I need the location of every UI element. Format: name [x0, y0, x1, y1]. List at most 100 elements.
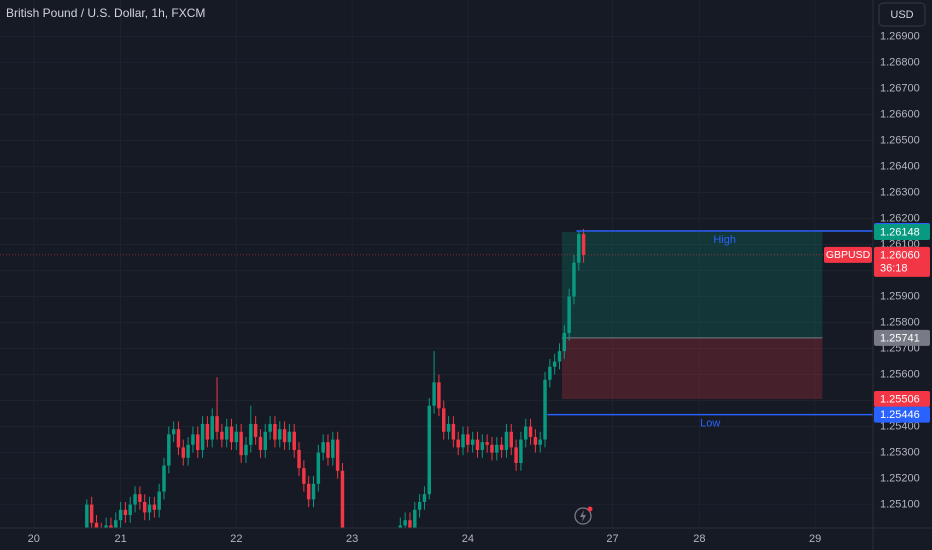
candle-body [480, 442, 485, 450]
symbol-label: GBPUSD [826, 249, 871, 261]
alert-icon[interactable] [574, 506, 593, 525]
candle-body [244, 444, 248, 456]
candle-body [191, 434, 195, 445]
candle-body [581, 234, 586, 255]
candle-body [470, 439, 475, 445]
candle-body [533, 436, 538, 445]
y-tick-label: 1.25600 [880, 368, 920, 380]
candle-body [495, 444, 499, 453]
candle-body [490, 444, 494, 453]
x-tick-label: 29 [809, 533, 821, 545]
candle-body [403, 520, 407, 526]
candle-body [499, 444, 504, 450]
price-tag [874, 406, 930, 423]
candle-body [186, 444, 190, 458]
plot-area: High Low [0, 228, 873, 528]
price-tag [874, 224, 930, 241]
grid [0, 0, 873, 528]
candle-body [432, 382, 436, 406]
price-tag-label: 1.25506 [880, 393, 920, 405]
candle-body [572, 262, 576, 297]
candle-body [85, 504, 89, 528]
x-tick-label: 20 [28, 533, 40, 545]
candle-body [306, 483, 311, 500]
x-tick-label: 28 [693, 533, 705, 545]
x-tick-label: 27 [606, 533, 618, 545]
axes: 1.251001.252001.253001.254001.255001.256… [28, 30, 930, 545]
candle-body [316, 452, 321, 484]
candle-body [181, 447, 186, 458]
y-tick-label: 1.25900 [880, 290, 920, 302]
chart-title: British Pound / U.S. Dollar, 1h, FXCM [6, 6, 205, 20]
candle-body [123, 509, 128, 515]
y-tick-label: 1.26800 [880, 56, 920, 68]
candle-body [273, 423, 277, 440]
y-tick-label: 1.25400 [880, 420, 920, 432]
price-tag-label: 1.25741 [880, 332, 920, 344]
candle-body [528, 426, 533, 437]
profit-zone [561, 232, 823, 338]
currency-label[interactable]: USD [890, 9, 913, 21]
candle-body [321, 442, 325, 453]
price-tag [874, 390, 930, 407]
candle-body [220, 431, 224, 440]
loss-zone [561, 337, 823, 399]
last-price-label: 1.26060 [880, 249, 920, 261]
symbol-tag [824, 246, 872, 263]
candle-body [331, 439, 335, 458]
candle-body [466, 434, 470, 445]
candle-body [114, 520, 118, 528]
candle-body [157, 491, 161, 510]
candle-body [523, 426, 528, 440]
price-tag-label: 1.25446 [880, 409, 920, 421]
candle-body [152, 504, 157, 510]
candle-body [229, 426, 234, 443]
candle-body [456, 439, 460, 448]
x-tick-label: 24 [462, 533, 474, 545]
candle-body [147, 504, 152, 513]
candle-body [239, 431, 243, 456]
candle-body [196, 434, 200, 450]
candle-body [253, 423, 258, 437]
candle-body [422, 494, 427, 502]
candle-body [543, 379, 547, 440]
candle-body [292, 431, 296, 450]
candle-body [171, 429, 176, 435]
candle-body [176, 429, 181, 448]
candle-body [263, 431, 268, 450]
candle-body [485, 442, 489, 445]
candle-body [441, 408, 446, 432]
candle-body [205, 423, 210, 440]
candle-body [326, 442, 330, 458]
y-tick-label: 1.26600 [880, 108, 920, 120]
candle-body [461, 434, 465, 448]
candle-body [557, 351, 562, 362]
candle-body [340, 470, 345, 528]
y-tick-label: 1.26300 [880, 186, 920, 198]
candle-body [311, 483, 316, 500]
candle-body [514, 447, 518, 463]
candle-body [210, 416, 214, 440]
candle-body [224, 426, 229, 440]
currency-button[interactable] [878, 2, 926, 27]
y-tick-label: 1.26500 [880, 134, 920, 146]
y-tick-label: 1.25100 [880, 498, 920, 510]
candle-body [552, 361, 557, 367]
candle-body [89, 504, 94, 523]
candle-body [335, 439, 340, 471]
candle-body [162, 465, 166, 492]
candle-body [167, 434, 171, 466]
candle-body [297, 449, 301, 469]
candle-body [200, 423, 205, 450]
candle-body [234, 431, 239, 443]
candle-body [548, 366, 552, 380]
candle-body [509, 431, 513, 448]
candle-body [278, 429, 282, 440]
x-tick-label: 23 [346, 533, 358, 545]
candle-body [451, 423, 456, 440]
y-tick-label: 1.26200 [880, 212, 920, 224]
y-tick-label: 1.25300 [880, 446, 920, 458]
countdown-label: 36:18 [880, 262, 908, 274]
candle-body [446, 423, 451, 432]
